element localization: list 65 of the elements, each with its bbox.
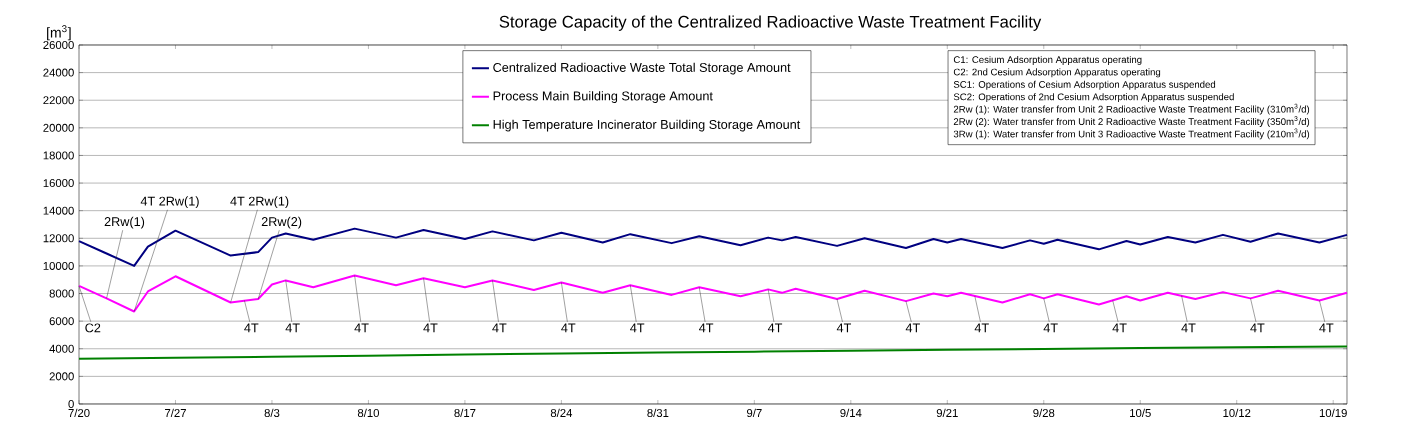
chart-title: Storage Capacity of the Centralized Radioactive Waste Treatment Facility (499, 15, 1042, 31)
x-tick-label: 8/24 (550, 408, 573, 418)
legend-label: High Temperature Incinerator Building Storage Amount (493, 119, 801, 132)
y-tick-label: 12000 (43, 234, 74, 243)
y-tick-label: 18000 (43, 151, 74, 160)
x-tick-label: 10/19 (1319, 408, 1347, 418)
annotation: 3Rw (1): Water transfer from Unit 3 Radioactive Waste Treatment Facility (210m$^{3}$/d) (953, 128, 1310, 140)
annotation: 4T (561, 323, 576, 333)
y-tick-label: 20000 (43, 123, 74, 132)
annotation: 4T (285, 323, 300, 333)
y-tick-label: 26000 (43, 40, 74, 49)
x-tick-label: 8/17 (454, 408, 476, 418)
annotation: 4T (244, 323, 259, 333)
x-tick-label: 7/20 (68, 408, 90, 418)
annotation: 2Rw (2): Water transfer from Unit 2 Radioactive Waste Treatment Facility (350m$^{3}$/d) (953, 116, 1310, 127)
annotation: 4T (974, 323, 989, 333)
y-tick-label: 16000 (43, 179, 74, 188)
line-series (78, 227, 1348, 267)
y-tick-label: 0 (68, 399, 74, 408)
x-tick-label: 8/31 (647, 408, 669, 418)
annotation: SC2: Operations of 2nd Cesium Adsorption Apparatus suspended (953, 93, 1234, 103)
annotation: 4T (1319, 323, 1334, 333)
y-tick-label: 22000 (43, 96, 74, 105)
annotation: 4T (1250, 323, 1265, 333)
annotation: 4T (492, 323, 507, 333)
x-tick-label: 10/5 (1130, 408, 1151, 418)
annotation: 4T (699, 323, 714, 333)
annotation: SC1: Operations of Cesium Adsorption Apparatus suspended (953, 80, 1216, 90)
annotation: 2Rw(2) (261, 216, 302, 229)
annotation: 4T 2Rw(1) (230, 196, 289, 209)
annotation: 4T (1043, 323, 1058, 333)
annotation: 4T (630, 323, 645, 333)
line-series (78, 345, 1348, 360)
annotation: 2Rw (1): Water transfer from Unit 2 Radioactive Waste Treatment Facility (310m$^{3}$/d) (953, 103, 1310, 115)
annotation: 4T (767, 323, 783, 333)
annotation: 4T (354, 323, 369, 333)
y-axis-title: [m$^{3}$] (47, 25, 71, 41)
annotation: 4T (423, 323, 438, 333)
x-tick-label: 9/21 (936, 408, 958, 418)
x-tick-label: 9/14 (840, 408, 862, 418)
annotation: 4T (1181, 323, 1196, 333)
legend-label: Process Main Building Storage Amount (493, 91, 713, 103)
legend-label: Centralized Radioactive Waste Total Storage Amount (493, 62, 791, 75)
annotation: C2 (85, 323, 101, 333)
y-tick-label: 4000 (49, 344, 74, 353)
y-tick-label: 8000 (49, 289, 74, 298)
annotation: 2Rw(1) (104, 216, 145, 229)
x-tick-label: 8/3 (264, 408, 280, 418)
annotation: C1: Cesium Adsorption Apparatus operating (953, 55, 1142, 65)
line-series (78, 274, 1348, 313)
y-tick-label: 2000 (49, 372, 74, 381)
annotation: 4T (905, 323, 920, 333)
x-tick-label: 10/12 (1223, 408, 1251, 418)
annotation: C2: 2nd Cesium Adsorption Apparatus operating (953, 68, 1161, 78)
annotation: 4T (836, 323, 852, 333)
annotation: 4T (1112, 323, 1127, 333)
annotation: 4T 2Rw(1) (140, 196, 199, 209)
x-tick-label: 9/28 (1033, 408, 1055, 418)
y-tick-label: 14000 (43, 206, 74, 215)
y-tick-label: 10000 (43, 261, 74, 270)
x-tick-label: 9/7 (746, 408, 762, 418)
x-tick-label: 7/27 (165, 408, 186, 418)
y-tick-label: 6000 (49, 317, 74, 326)
y-tick-label: 24000 (43, 68, 74, 77)
x-tick-label: 8/10 (357, 408, 380, 418)
